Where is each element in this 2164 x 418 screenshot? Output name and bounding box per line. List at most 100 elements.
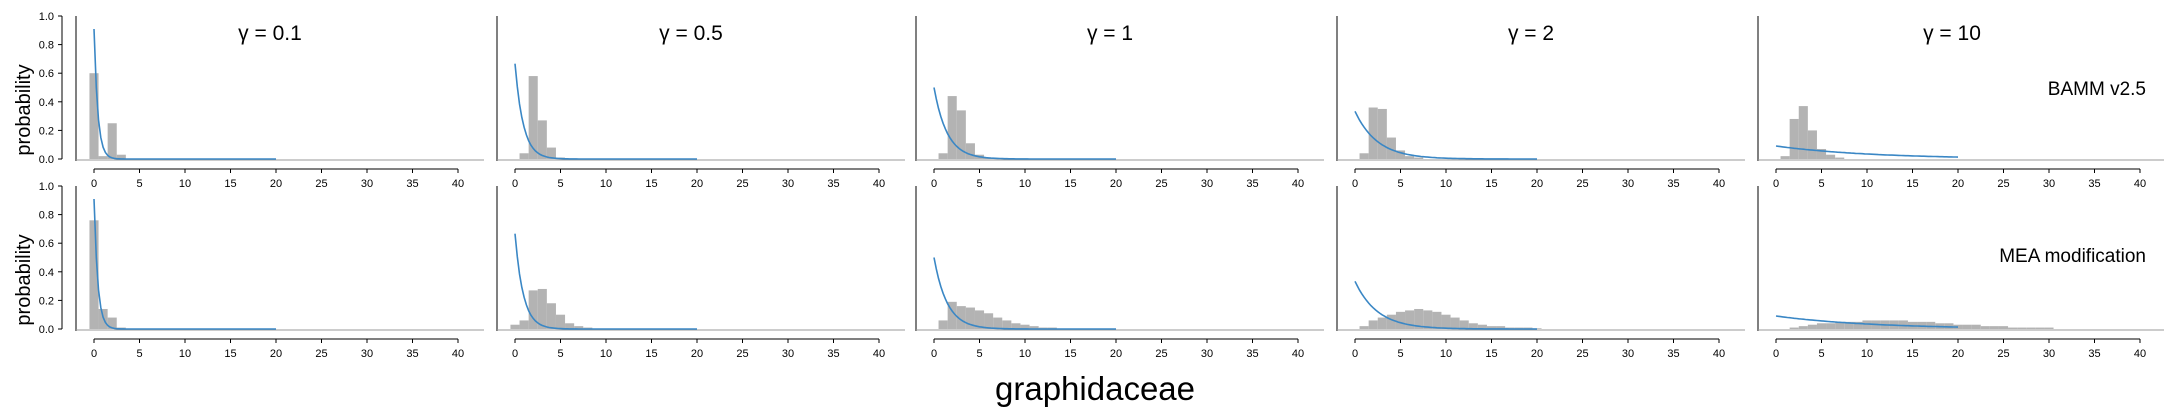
x-tick-label: 35 [2088, 178, 2100, 190]
x-tick-label: 40 [2134, 348, 2146, 360]
row-label-mea: MEA modification [1999, 246, 2146, 267]
prior-curve [933, 257, 1116, 330]
x-tick-label: 10 [1861, 348, 1873, 360]
histogram-bar [938, 153, 948, 159]
x-tick-label: 30 [1622, 348, 1634, 360]
histogram-bar [1368, 320, 1378, 329]
histogram-bar [546, 147, 556, 159]
histogram-bar [1835, 321, 1845, 329]
x-tick-label: 5 [1818, 178, 1824, 190]
histogram-bar [938, 320, 948, 329]
x-tick-label: 35 [827, 178, 839, 190]
histogram-bar [89, 220, 99, 329]
x-tick-label: 35 [1667, 178, 1679, 190]
histogram-bar [1395, 311, 1406, 329]
x-tick-label: 40 [452, 348, 464, 360]
x-tick-label: 5 [557, 178, 563, 190]
y-tick-label: 0.2 [39, 295, 54, 307]
histogram-bar [1496, 326, 1506, 329]
histogram-bar [528, 76, 538, 159]
histogram-bar [1998, 326, 2009, 329]
x-tick-label: 15 [224, 348, 236, 360]
x-tick-label: 0 [512, 348, 518, 360]
panel-r2-c2: 0 5 10 15 20 25 30 35 40 [496, 186, 905, 360]
histogram-bar [1789, 118, 1799, 159]
x-tick-label: 25 [315, 348, 327, 360]
x-tick-label: 20 [1110, 178, 1122, 190]
histogram-bar [537, 288, 547, 329]
x-tick-label: 5 [1397, 178, 1403, 190]
histogram-bar [1020, 324, 1030, 329]
y-tick-label: 0.6 [39, 238, 54, 250]
x-tick-label: 10 [1440, 178, 1452, 190]
x-tick-label: 25 [736, 348, 748, 360]
x-tick-label: 40 [873, 348, 885, 360]
histogram-bar [1798, 106, 1808, 159]
x-tick-label: 10 [1440, 348, 1452, 360]
histogram-bar [984, 313, 994, 329]
histogram-bar [528, 290, 538, 329]
x-tick-label: 35 [406, 178, 418, 190]
histogram-bar [1029, 326, 1039, 329]
histogram-bar [1989, 326, 1999, 329]
histogram-bar [98, 156, 108, 159]
x-tick-label: 35 [1246, 178, 1258, 190]
x-tick-label: 30 [1201, 348, 1213, 360]
x-tick-label: 35 [2088, 348, 2100, 360]
histogram-bar [1853, 321, 1863, 329]
histogram-bar [1011, 323, 1021, 329]
x-tick-label: 10 [179, 348, 191, 360]
prior-curve [1354, 280, 1537, 330]
y-axis-label-row-2: probability [13, 234, 35, 325]
x-tick-label: 35 [406, 348, 418, 360]
panel-title: γ = 2 [1508, 22, 1554, 45]
x-tick-label: 0 [91, 178, 97, 190]
panel-r2-c1: 0.0 0.2 0.4 0.6 0.8 1.0 0 5 10 15 20 25 30 35 40 [39, 181, 484, 360]
prior-curve [1775, 145, 1959, 158]
histogram-bar [537, 120, 547, 159]
y-tick-label: 0.8 [39, 40, 54, 52]
histogram-bar [1359, 153, 1369, 159]
histogram-bar [565, 323, 575, 329]
y-tick-label: 0.4 [39, 97, 54, 109]
y-tick-label: 0.2 [39, 125, 54, 137]
x-tick-label: 0 [91, 348, 97, 360]
x-tick-label: 25 [1155, 348, 1167, 360]
histogram-bar [1459, 320, 1469, 329]
histogram-bar [1368, 107, 1378, 159]
x-tick-label: 35 [1667, 348, 1679, 360]
histogram-bar [974, 310, 985, 329]
histogram-bar [1359, 326, 1369, 329]
y-tick-label: 1.0 [39, 181, 54, 193]
panel-r1-c3: 0 5 10 15 20 25 30 35 40 γ = 1 [915, 16, 1324, 190]
x-tick-label: 30 [361, 178, 373, 190]
x-tick-label: 10 [1019, 348, 1031, 360]
histogram-bar [1405, 156, 1415, 159]
x-tick-label: 15 [224, 178, 236, 190]
x-tick-label: 40 [1713, 178, 1725, 190]
x-tick-label: 40 [873, 178, 885, 190]
panel-r1-c1: 0.0 0.2 0.4 0.6 0.8 1.0 0 5 10 15 20 25 30 35 40 γ = 0.… [39, 11, 484, 190]
x-tick-label: 35 [827, 348, 839, 360]
x-tick-label: 15 [1906, 178, 1918, 190]
histogram-bar [1414, 157, 1424, 159]
x-tick-label: 40 [1292, 178, 1304, 190]
panel-r1-c4: 0 5 10 15 20 25 30 35 40 γ = 2 [1336, 16, 1745, 190]
x-tick-label: 10 [1861, 178, 1873, 190]
x-tick-label: 20 [1531, 178, 1543, 190]
histogram-bar [1780, 156, 1790, 159]
panel-r2-c5: 0 5 10 15 20 25 30 35 40 [1757, 186, 2164, 360]
x-tick-label: 15 [645, 178, 657, 190]
x-tick-label: 15 [1485, 348, 1497, 360]
histogram-bar [1386, 314, 1396, 329]
histogram-bar [574, 326, 584, 329]
x-tick-label: 15 [1485, 178, 1497, 190]
x-tick-label: 25 [1997, 178, 2009, 190]
prior-curve [93, 198, 276, 330]
panel-r2-c3: 0 5 10 15 20 25 30 35 40 [915, 186, 1324, 360]
y-tick-label: 0.0 [39, 154, 54, 166]
histogram-bar [519, 153, 529, 159]
x-tick-label: 25 [1997, 348, 2009, 360]
x-tick-label: 40 [2134, 178, 2146, 190]
